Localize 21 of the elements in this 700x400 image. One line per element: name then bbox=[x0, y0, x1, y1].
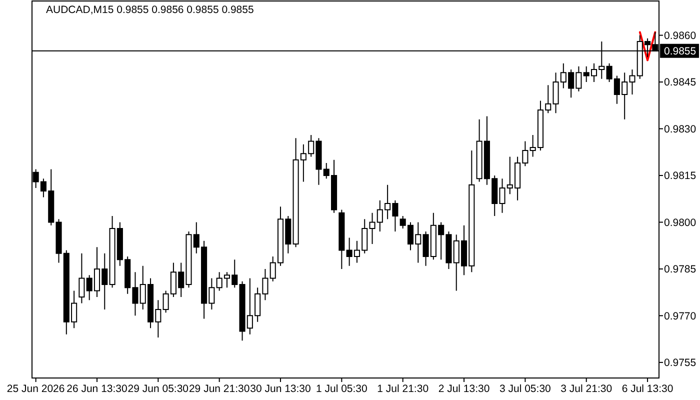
y-tick-label: 0.9785 bbox=[664, 264, 696, 276]
y-tick-label: 0.9800 bbox=[664, 216, 696, 229]
y-tick-label: 0.9830 bbox=[664, 123, 696, 136]
x-tick-label: 25 Jun 2026 bbox=[6, 383, 65, 395]
y-tick-label: 0.9845 bbox=[664, 76, 696, 89]
ref-line-label: 0.9855 bbox=[664, 46, 696, 58]
x-tick-label: 3 Jul 21:30 bbox=[560, 383, 612, 395]
x-tick-label: 3 Jul 05:30 bbox=[500, 383, 552, 395]
x-tick-label: 1 Jul 05:30 bbox=[316, 383, 368, 395]
x-tick-label: 29 Jun 21:30 bbox=[188, 383, 250, 395]
y-tick-label: 0.9770 bbox=[664, 310, 696, 322]
chart-title: AUDCAD,M15 0.9855 0.9856 0.9855 0.9855 bbox=[46, 4, 254, 16]
x-tick-label: 2 Jul 13:30 bbox=[438, 383, 490, 395]
x-tick-label: 1 Jul 21:30 bbox=[377, 383, 429, 395]
x-tick-label: 30 Jun 13:30 bbox=[250, 383, 312, 395]
x-tick-label: 6 Jul 13:30 bbox=[622, 383, 674, 395]
x-tick-label: 26 Jun 13:30 bbox=[66, 383, 128, 395]
y-tick-label: 0.9815 bbox=[664, 170, 696, 182]
y-tick-label: 0.9860 bbox=[664, 30, 696, 42]
x-tick-label: 29 Jun 05:30 bbox=[128, 383, 189, 395]
y-tick-label: 0.9755 bbox=[664, 357, 696, 370]
